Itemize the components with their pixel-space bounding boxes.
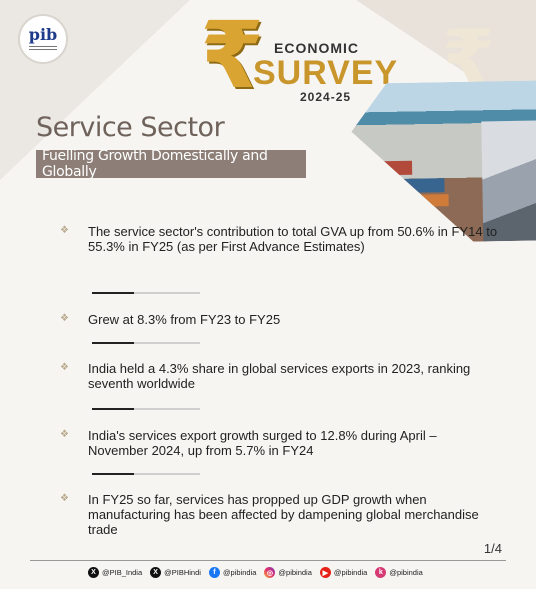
pib-logo-lines (29, 45, 57, 52)
page-subtitle: Fuelling Growth Domestically and Globall… (42, 148, 268, 180)
page-title: Service Sector (36, 112, 225, 143)
facebook-icon: f (208, 567, 220, 578)
pib-logo-text: pib (28, 24, 58, 44)
list-item-text: India's services export growth surged to… (88, 428, 437, 458)
instagram-icon: ◎ (264, 567, 276, 578)
diamond-bullet-icon: ❖ (60, 225, 69, 236)
divider (92, 292, 200, 294)
list-item-text: India held a 4.3% share in global servic… (88, 361, 471, 391)
kooapp-icon: k (375, 567, 387, 578)
social-handle-label: @pibindia (333, 568, 368, 577)
survey-label: SURVEY (253, 54, 399, 92)
social-handle[interactable]: ▶ @pibindia (319, 567, 368, 578)
social-handle-label: @pibindia (222, 568, 257, 577)
subtitle-band: Fuelling Growth Domestically and Globall… (36, 148, 306, 180)
social-handle[interactable]: f @pibindia (208, 567, 257, 578)
page-indicator: 1/4 (483, 541, 502, 556)
footer-divider (30, 560, 506, 561)
rupee-emblem: ₹ (200, 10, 280, 102)
pib-logo: pib (18, 14, 68, 64)
diamond-bullet-icon: ❖ (60, 313, 69, 324)
social-footer: X @PIB_India X @PIBHindi f @pibindia ◎ @… (88, 567, 423, 578)
list-item-text: In FY25 so far, services has propped up … (88, 492, 479, 537)
list-item-text: Grew at 8.3% from FY23 to FY25 (88, 312, 281, 327)
youtube-icon: ▶ (319, 567, 331, 578)
divider (92, 408, 200, 410)
social-handle[interactable]: X @PIB_India (88, 567, 142, 578)
social-handle[interactable]: k @pibindia (375, 567, 423, 578)
survey-year: 2024-25 (300, 90, 352, 104)
social-handle-label: @PIBHindi (164, 568, 201, 577)
social-handle[interactable]: X @PIBHindi (150, 567, 201, 578)
social-handle-label: @PIB_India (102, 568, 143, 577)
diamond-bullet-icon: ❖ (60, 429, 69, 440)
diamond-bullet-icon: ❖ (60, 362, 69, 373)
divider (92, 342, 200, 344)
rupee-icon: ₹ (200, 2, 265, 109)
social-handle-label: @pibindia (278, 568, 312, 577)
social-handle[interactable]: ◎ @pibindia (264, 567, 312, 578)
divider (92, 473, 200, 475)
list-item-text: The service sector's contribution to tot… (88, 224, 498, 254)
x-icon: X (150, 567, 162, 578)
economic-label: ECONOMIC (274, 40, 359, 56)
diamond-bullet-icon: ❖ (60, 493, 69, 504)
x-icon: X (88, 567, 99, 578)
social-handle-label: @pibindia (389, 568, 423, 577)
